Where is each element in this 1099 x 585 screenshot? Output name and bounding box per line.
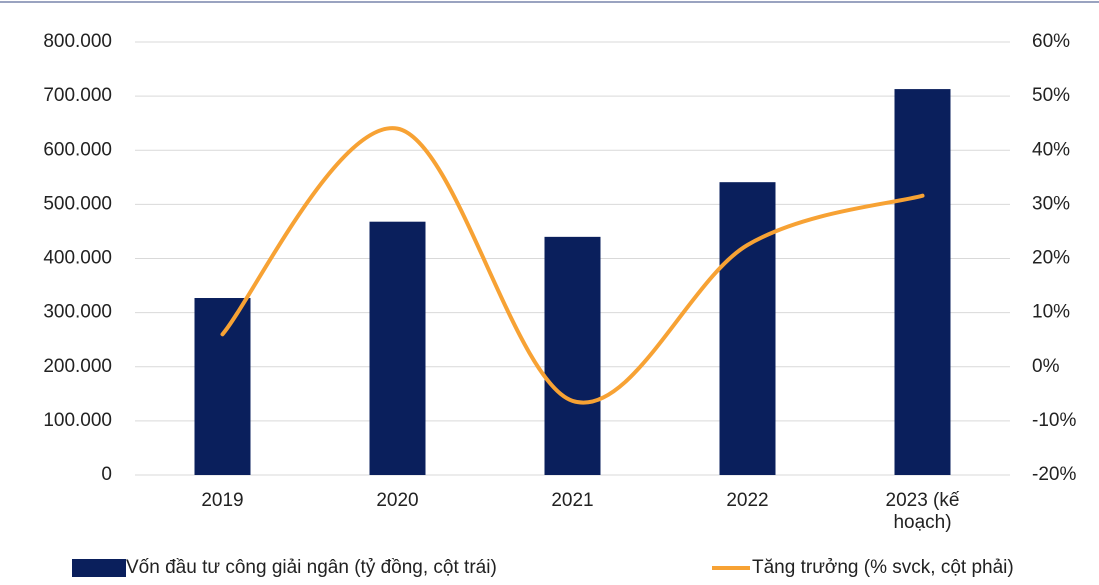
y2-tick-label: 50%	[1032, 85, 1070, 106]
y-tick-label: 500.000	[43, 193, 112, 214]
bar	[719, 182, 776, 475]
x-tick-label: 2021	[551, 490, 594, 511]
x-tick-label: 2020	[376, 490, 419, 511]
y-tick-label: 300.000	[43, 302, 112, 323]
x-tick-label: 2022	[726, 490, 769, 511]
x-tick-label: 2019	[201, 490, 244, 511]
y2-tick-label: -20%	[1032, 464, 1076, 485]
line	[220, 126, 925, 405]
bar	[369, 221, 426, 475]
y2-tick-label: 40%	[1032, 139, 1070, 160]
y2-tick-label: 20%	[1032, 248, 1070, 269]
legend-label: Tăng trưởng (% svck, cột phải)	[752, 557, 1014, 578]
y2-tick-label: 0%	[1032, 356, 1060, 377]
y-tick-label: 400.000	[43, 248, 112, 269]
y-tick-label: 100.000	[43, 410, 112, 431]
y-tick-label: 800.000	[43, 31, 112, 52]
y-tick-label: 700.000	[43, 85, 112, 106]
legend-swatch	[72, 559, 126, 577]
bar	[544, 236, 601, 475]
y-tick-label: 600.000	[43, 139, 112, 160]
bar	[194, 298, 251, 475]
y2-tick-label: 60%	[1032, 31, 1070, 52]
y-tick-label: 0	[101, 464, 112, 485]
bar	[894, 89, 951, 476]
y-tick-label: 200.000	[43, 356, 112, 377]
legend-label: Vốn đầu tư công giải ngân (tỷ đồng, cột …	[126, 557, 497, 578]
y2-tick-label: 10%	[1032, 302, 1070, 323]
y2-tick-label: -10%	[1032, 410, 1076, 431]
x-tick-label: 2023 (kế hoạch)	[885, 490, 960, 533]
y2-tick-label: 30%	[1032, 193, 1070, 214]
